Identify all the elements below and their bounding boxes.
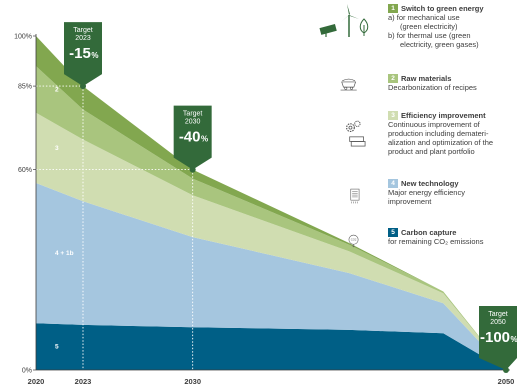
- legend-line: product and plant portfolio: [388, 147, 475, 156]
- legend-badge: 1: [388, 4, 398, 13]
- tick-labels: 0% 60% 85% 100% 2020 2023 2030 2050: [14, 34, 514, 387]
- legend-line: Major energy efficiency: [388, 188, 465, 197]
- target-line1: Target: [183, 111, 203, 118]
- legend-title: Carbon capture: [401, 228, 457, 237]
- axes: [35, 34, 510, 371]
- area-series-4: [36, 66, 506, 370]
- x-tick-label: 2020: [28, 377, 45, 386]
- legend-line: b) for thermal use (green: [388, 31, 471, 40]
- target-unit: %: [511, 335, 517, 344]
- legend-badge: 4: [388, 179, 398, 188]
- area-layers: [36, 36, 506, 371]
- target-flag: [173, 105, 212, 170]
- legend-badge: 5: [388, 228, 398, 237]
- target-line2: 2050: [490, 319, 506, 326]
- legend-line: (green electricity): [400, 22, 458, 31]
- y-tick-label: 0%: [22, 368, 32, 375]
- legend-badge: 3: [388, 111, 398, 120]
- x-tick-label: 2023: [75, 377, 92, 386]
- legend-line: alization and optimization of the: [388, 138, 494, 147]
- y-tick-label: 85%: [18, 84, 32, 91]
- legend-title: Switch to green energy: [401, 4, 484, 13]
- co2-capture-icon: CO2: [348, 234, 359, 248]
- target-value: -40: [179, 129, 201, 146]
- segment-label: 3: [55, 145, 59, 152]
- x-tick-label: 2050: [498, 377, 515, 386]
- segment-labels: 5 4 + 1b 3 2 1a: [55, 48, 74, 351]
- machine-icon: [350, 188, 360, 204]
- target-unit: %: [91, 51, 98, 60]
- legend-line: electricity, green gases): [400, 40, 479, 49]
- target-value: -15: [69, 45, 91, 62]
- y-tick-label: 100%: [14, 34, 32, 41]
- gears-bricks-icon: [346, 120, 366, 147]
- area-series-3: [36, 112, 506, 371]
- target-line1: Target: [488, 311, 508, 318]
- legend-line: for remaining CO₂ emissions: [388, 237, 484, 246]
- segment-label: 2: [55, 86, 59, 93]
- legend-line: Continuous improvement of: [388, 120, 480, 129]
- area-series-1: [36, 323, 506, 370]
- mine-cart-icon: [340, 78, 357, 91]
- segment-label: 4 + 1b: [55, 250, 74, 257]
- target-line2: 2030: [185, 119, 201, 126]
- legend-line: Decarbonization of recipes: [388, 83, 477, 92]
- target-flag: [64, 22, 102, 87]
- wind-solar-leaf-icon: [319, 4, 369, 37]
- target-value: -100: [480, 329, 510, 346]
- guide-lines: [36, 85, 194, 370]
- legend-line: improvement: [388, 197, 432, 206]
- area-series-2: [36, 183, 506, 370]
- legend-line: production including demateri-: [388, 129, 489, 138]
- legend-title: Efficiency improvement: [401, 111, 486, 120]
- segment-label: 5: [55, 344, 59, 351]
- svg-text:CO2: CO2: [351, 238, 357, 242]
- segment-label: 1a: [55, 48, 63, 55]
- y-tick-label: 60%: [18, 167, 32, 174]
- target-flag: [479, 306, 517, 370]
- legend-title: Raw materials: [401, 74, 452, 83]
- target-line2: 2023: [75, 35, 91, 42]
- legend-line: a) for mechanical use: [388, 13, 460, 22]
- target-unit: %: [201, 135, 208, 144]
- target-line1: Target: [73, 27, 93, 34]
- legend-badge: 2: [388, 74, 398, 83]
- x-tick-label: 2030: [184, 377, 201, 386]
- legend-title: New technology: [401, 179, 459, 188]
